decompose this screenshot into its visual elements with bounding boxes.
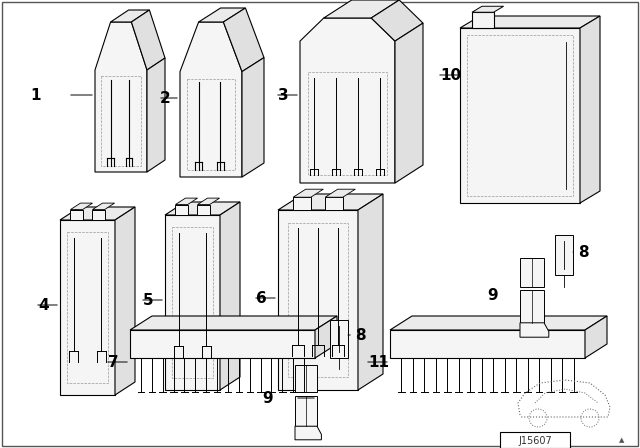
Polygon shape bbox=[130, 316, 337, 330]
Polygon shape bbox=[111, 10, 149, 22]
Polygon shape bbox=[520, 323, 548, 337]
Polygon shape bbox=[395, 23, 423, 183]
Text: 11: 11 bbox=[368, 354, 389, 370]
Polygon shape bbox=[278, 210, 358, 390]
Polygon shape bbox=[580, 16, 600, 203]
Polygon shape bbox=[324, 0, 399, 18]
Polygon shape bbox=[180, 22, 242, 177]
Polygon shape bbox=[295, 426, 321, 440]
Polygon shape bbox=[115, 207, 135, 395]
FancyBboxPatch shape bbox=[500, 432, 570, 448]
Polygon shape bbox=[330, 320, 348, 358]
Polygon shape bbox=[70, 203, 93, 210]
Text: 1: 1 bbox=[30, 87, 40, 103]
Text: 3: 3 bbox=[278, 87, 289, 103]
Text: 8: 8 bbox=[355, 327, 365, 343]
Polygon shape bbox=[390, 330, 585, 358]
Polygon shape bbox=[293, 189, 323, 197]
Polygon shape bbox=[92, 203, 115, 210]
Text: 5: 5 bbox=[143, 293, 154, 307]
Text: 2: 2 bbox=[160, 90, 171, 105]
Text: 10: 10 bbox=[440, 68, 461, 82]
Polygon shape bbox=[147, 58, 165, 172]
Polygon shape bbox=[325, 189, 355, 197]
Polygon shape bbox=[175, 198, 198, 205]
Polygon shape bbox=[223, 8, 264, 72]
Polygon shape bbox=[460, 28, 580, 203]
Polygon shape bbox=[165, 215, 220, 390]
Polygon shape bbox=[70, 210, 83, 220]
Polygon shape bbox=[460, 16, 600, 28]
Polygon shape bbox=[198, 198, 220, 205]
Polygon shape bbox=[585, 316, 607, 358]
Text: 6: 6 bbox=[256, 290, 267, 306]
Text: 8: 8 bbox=[578, 245, 589, 259]
Text: 4: 4 bbox=[38, 297, 49, 313]
Polygon shape bbox=[198, 8, 245, 22]
Polygon shape bbox=[165, 202, 240, 215]
Text: ▲: ▲ bbox=[620, 437, 625, 443]
Polygon shape bbox=[293, 197, 311, 210]
Polygon shape bbox=[220, 202, 240, 390]
Polygon shape bbox=[520, 290, 544, 323]
Circle shape bbox=[541, 44, 551, 54]
Polygon shape bbox=[472, 6, 504, 12]
Polygon shape bbox=[198, 205, 209, 215]
Polygon shape bbox=[520, 258, 544, 287]
Polygon shape bbox=[295, 396, 317, 426]
Polygon shape bbox=[92, 210, 104, 220]
Text: J15607: J15607 bbox=[518, 436, 552, 446]
Polygon shape bbox=[131, 10, 165, 70]
Polygon shape bbox=[130, 330, 315, 358]
Polygon shape bbox=[242, 58, 264, 177]
Polygon shape bbox=[278, 194, 383, 210]
Text: 7: 7 bbox=[108, 354, 118, 370]
Polygon shape bbox=[175, 205, 188, 215]
Polygon shape bbox=[390, 316, 607, 330]
Polygon shape bbox=[325, 197, 343, 210]
Polygon shape bbox=[358, 194, 383, 390]
Text: 9: 9 bbox=[488, 288, 498, 302]
Text: 9: 9 bbox=[262, 391, 273, 405]
Polygon shape bbox=[472, 12, 493, 28]
Polygon shape bbox=[295, 365, 317, 392]
Polygon shape bbox=[555, 235, 573, 275]
Polygon shape bbox=[60, 220, 115, 395]
Polygon shape bbox=[371, 0, 423, 41]
Polygon shape bbox=[95, 22, 147, 172]
Polygon shape bbox=[315, 316, 337, 358]
Polygon shape bbox=[60, 207, 135, 220]
Polygon shape bbox=[300, 18, 395, 183]
